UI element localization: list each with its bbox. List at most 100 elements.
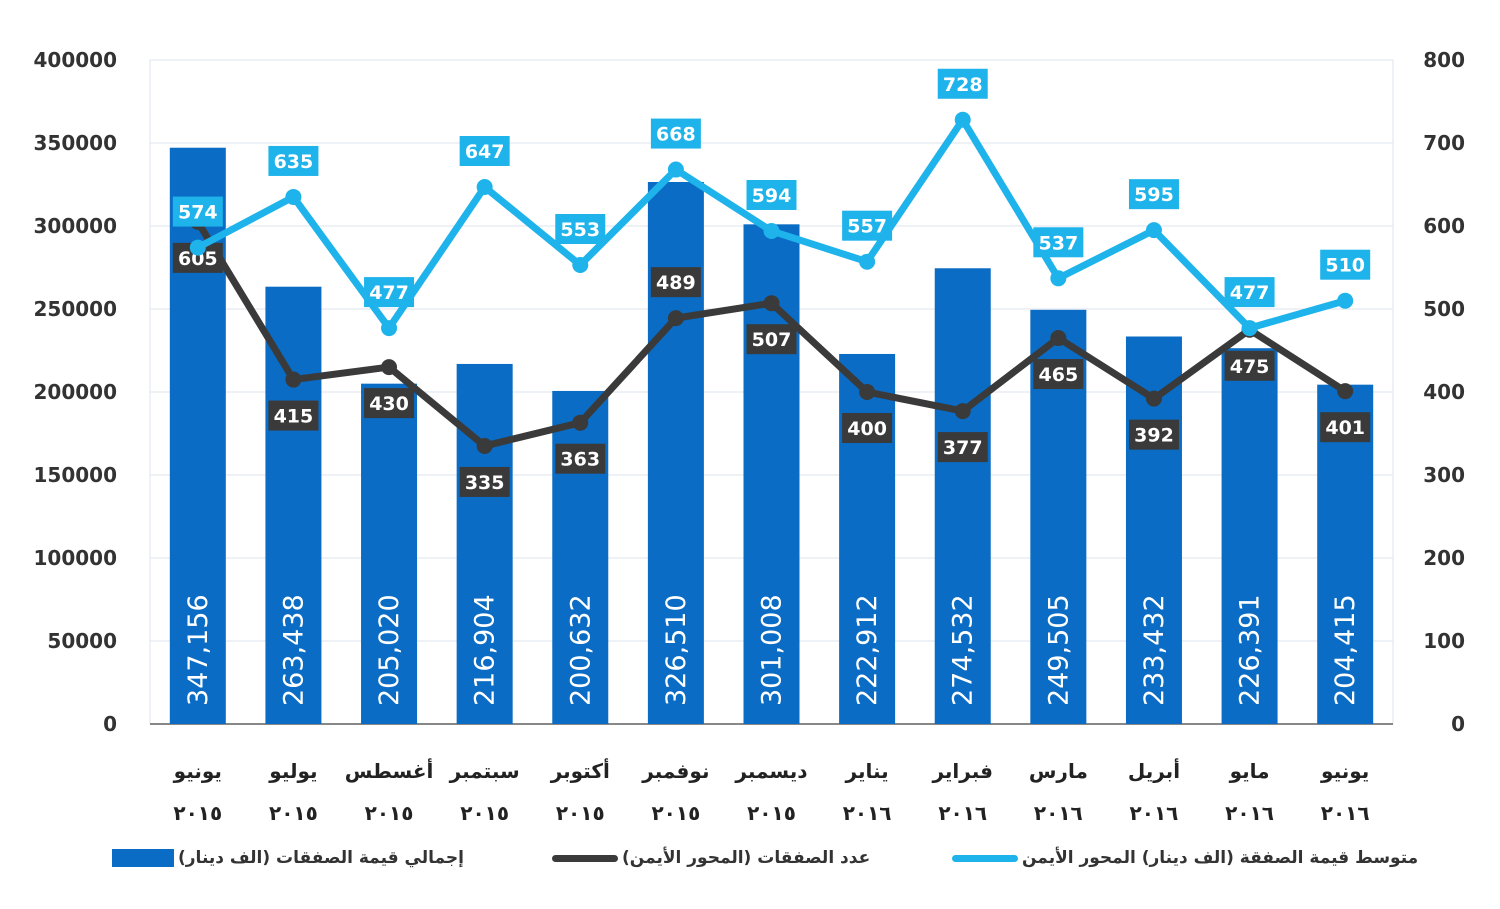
left-tick-label: 300000 [34,214,118,238]
right-tick-label: 700 [1423,131,1465,155]
line-data-label: 477 [369,282,409,304]
right-tick-label: 100 [1423,629,1465,653]
bar [1221,348,1278,724]
x-tick-year: ٢٠١٦ [1130,801,1179,825]
bar-data-label: 200,632 [565,594,596,706]
deal-count-point [1050,330,1067,347]
bar [265,286,322,724]
left-tick-label: 50000 [47,629,117,653]
data-label-box [364,388,415,419]
line-data-label: 728 [943,74,983,96]
data-label-box [746,324,797,355]
x-tick-year: ٢٠١٥ [651,801,700,825]
bar-data-label: 249,505 [1043,594,1074,706]
x-tick-label: أكتوبر [550,757,610,783]
deal-count-point [954,403,971,420]
avg-value-point [285,188,302,205]
line-data-label: 574 [178,202,218,224]
data-label-box [459,466,510,497]
line-data-label: 510 [1325,255,1365,277]
x-tick-label: فبراير [931,759,993,783]
avg-value-point [859,253,876,270]
x-tick-year: ٢٠١٦ [843,801,892,825]
right-tick-label: 600 [1423,214,1465,238]
line-data-label: 415 [274,406,314,428]
x-tick-year: ٢٠١٥ [460,801,509,825]
right-tick-label: 800 [1423,48,1465,72]
x-tick-label: ديسمبر [734,759,807,783]
line-data-label: 465 [1039,364,1079,386]
x-tick-year: ٢٠١٥ [269,801,318,825]
line-data-label: 668 [656,124,696,146]
bar-data-label: 222,912 [852,594,883,706]
legend-item-total-value: إجمالي قيمة الصفقات (الف دينار) [112,848,464,868]
avg-value-point [667,161,684,178]
bar-data-label: 326,510 [661,594,692,706]
left-tick-label: 350000 [34,131,118,155]
line-data-label: 475 [1230,356,1270,378]
deal-count-point [763,295,780,312]
deal-count-point [285,371,302,388]
right-tick-label: 300 [1423,463,1465,487]
data-label-box [268,145,319,176]
data-label-box [459,135,510,166]
x-tick-year: ٢٠١٦ [938,801,987,825]
x-tick-year: ٢٠١٦ [1321,801,1370,825]
right-tick-label: 200 [1423,546,1465,570]
data-label-box [1033,227,1084,258]
avg-value-point [763,222,780,239]
left-tick-label: 400000 [34,48,118,72]
line-data-label: 477 [1230,282,1270,304]
data-label-box [1224,350,1275,381]
line-data-label: 507 [752,329,792,351]
left-tick-label: 150000 [34,463,118,487]
bar-data-label: 216,904 [470,594,501,706]
x-tick-label: يونيو [173,759,222,783]
deal-count-point [572,414,589,431]
x-tick-year: ٢٠١٥ [556,801,605,825]
data-label-box [937,68,988,99]
legend-swatch-bar [112,849,174,867]
legend-label: عدد الصفقات (المحور الأيمن) [622,848,871,868]
deal-count-point [1337,383,1354,400]
bar [361,383,418,724]
line-data-label: 392 [1134,425,1174,447]
legend: إجمالي قيمة الصفقات (الف دينار) عدد الصف… [0,848,1500,884]
legend-swatch-line [952,854,1018,862]
avg-value-point [1241,320,1258,337]
line-data-label: 400 [847,418,887,440]
x-tick-label: يناير [845,759,889,783]
line-data-label: 647 [465,141,505,163]
x-tick-label: نوفمبر [641,759,709,783]
x-tick-label: مايو [1229,759,1270,783]
line-data-label: 605 [178,248,218,270]
data-label-box [268,400,319,431]
legend-item-avg-value: متوسط قيمة الصفقة (الف دينار) المحور الأ… [952,848,1418,868]
data-label-box [555,443,606,474]
deal-count-point [381,359,398,376]
line-data-label: 553 [560,219,600,241]
data-label-box [1224,277,1275,308]
line-data-label: 335 [465,472,505,494]
data-label-box [555,214,606,245]
data-label-box [364,277,415,308]
avg-value-point [954,111,971,128]
right-tick-label: 500 [1423,297,1465,321]
bar-data-label: 204,415 [1330,594,1361,706]
line-data-label: 363 [560,449,600,471]
right-tick-label: 400 [1423,380,1465,404]
left-tick-label: 200000 [34,380,118,404]
bar [456,363,513,724]
bar-data-label: 233,432 [1139,594,1170,706]
avg-value-point [1145,222,1162,239]
bar-data-label: 226,391 [1235,594,1266,706]
deal-count-point [1145,390,1162,407]
bar-data-label: 274,532 [948,594,979,706]
data-label-box [650,118,701,149]
x-tick-label: أبريل [1128,757,1180,783]
x-tick-label: سبتمبر [449,759,520,783]
x-tick-year: ٢٠١٦ [1225,801,1274,825]
x-tick-label: يونيو [1320,759,1369,783]
data-label-box [937,432,988,463]
line-data-label: 377 [943,437,983,459]
